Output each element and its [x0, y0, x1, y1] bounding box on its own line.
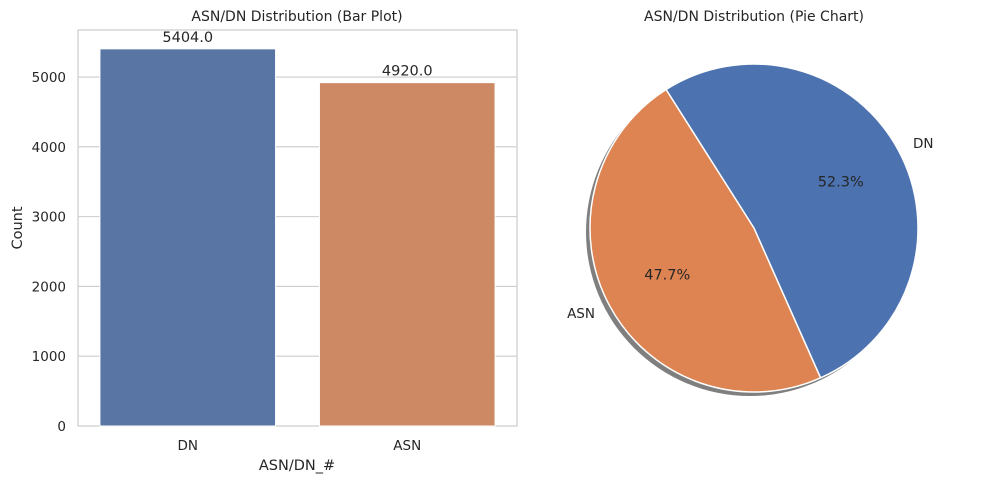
- x-axis-ticks: DN ASN: [178, 438, 422, 454]
- bars: 5404.0 4920.0: [99, 30, 496, 427]
- pie-label: ASN: [567, 306, 595, 322]
- bar-asn: [318, 82, 496, 427]
- pie-slice-dn: [665, 63, 919, 379]
- y-tick-label: 2000: [32, 279, 66, 295]
- pie-percent-label: 47.7%: [644, 267, 690, 283]
- pie-slice-asn: [589, 88, 822, 393]
- y-tick-label: 1000: [32, 349, 66, 365]
- y-tick-label: 4000: [32, 140, 66, 156]
- pie-chart: ASN/DN Distribution (Pie Chart) ASN 47.7%…: [567, 9, 934, 396]
- x-tick-label: DN: [178, 438, 199, 454]
- bar-value-label: 5404.0: [162, 30, 213, 46]
- y-axis-label: Count: [10, 206, 26, 249]
- bar-chart-title: ASN/DN Distribution (Bar Plot): [191, 9, 402, 25]
- y-tick-label: 0: [57, 419, 66, 435]
- pie-label: DN: [913, 136, 934, 152]
- bar-chart: ASN/DN Distribution (Bar Plot) 0 1000 2000…: [10, 9, 518, 474]
- y-axis-ticks: 0 1000 2000 3000 4000 5000: [32, 70, 66, 435]
- bar-dn: [99, 48, 277, 427]
- pie-slices: ASN 47.7% DN 52.3%: [567, 63, 934, 396]
- x-tick-label: ASN: [393, 438, 421, 454]
- bar-value-label: 4920.0: [382, 64, 433, 80]
- y-tick-label: 3000: [32, 210, 66, 226]
- x-axis-label: ASN/DN_#: [259, 458, 335, 474]
- pie-percent-label: 52.3%: [818, 175, 864, 191]
- y-tick-label: 5000: [32, 70, 66, 86]
- pie-chart-title: ASN/DN Distribution (Pie Chart): [644, 9, 864, 25]
